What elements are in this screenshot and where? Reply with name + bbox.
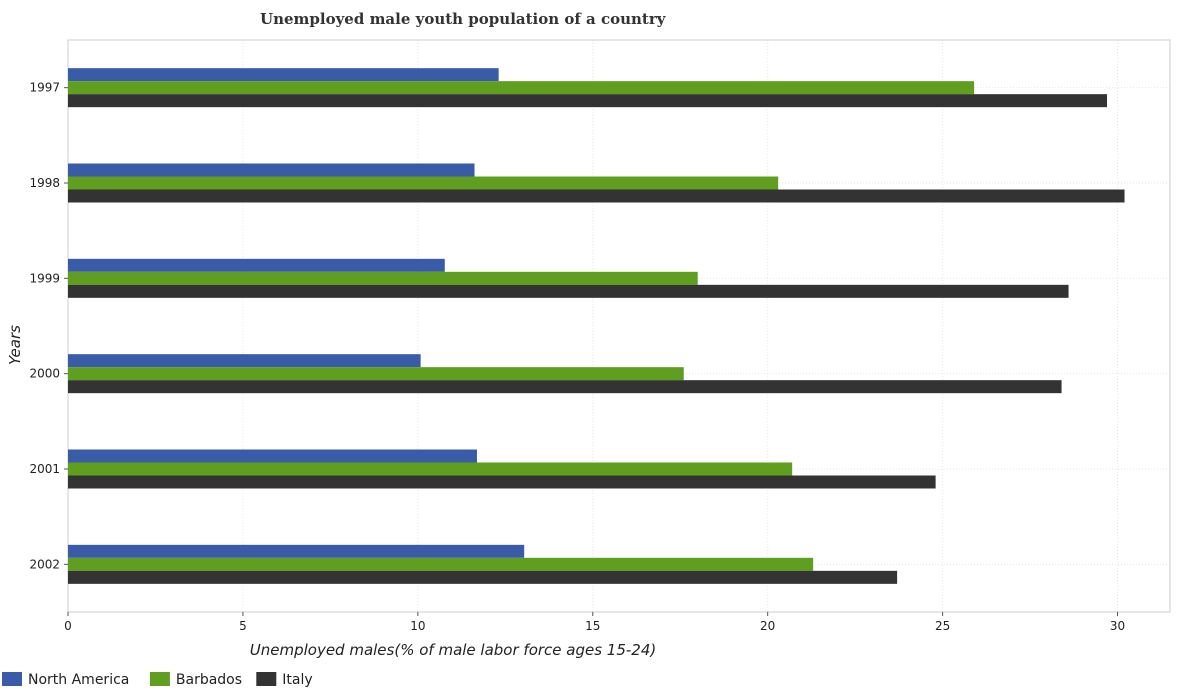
grid bbox=[68, 40, 1170, 612]
legend-swatch bbox=[256, 672, 276, 686]
y-tick-label: 2002 bbox=[29, 557, 60, 571]
bar-north-america-1997 bbox=[68, 68, 499, 81]
bar-barbados-2002 bbox=[68, 558, 813, 571]
x-tick-label: 25 bbox=[935, 619, 950, 633]
bar-north-america-2001 bbox=[68, 450, 477, 463]
x-tick-label: 30 bbox=[1110, 619, 1125, 633]
bar-barbados-2001 bbox=[68, 463, 792, 476]
legend-label: Italy bbox=[282, 672, 312, 688]
x-axis-ticks: 0 5 10 15 20 25 30 bbox=[64, 612, 1125, 633]
bar-italy-2001 bbox=[68, 476, 936, 489]
legend-label: Barbados bbox=[176, 672, 242, 688]
legend-swatch bbox=[2, 672, 22, 686]
y-tick-label: 2001 bbox=[29, 462, 60, 476]
bar-barbados-1998 bbox=[68, 177, 778, 190]
bar-italy-1998 bbox=[68, 190, 1125, 203]
y-tick-label: 2000 bbox=[29, 367, 60, 381]
x-axis-title: Unemployed males(% of male labor force a… bbox=[250, 641, 657, 659]
y-axis-ticks: 1997 1998 1999 2000 2001 2002 bbox=[29, 81, 68, 572]
bars bbox=[68, 68, 1125, 584]
x-tick-label: 20 bbox=[760, 619, 775, 633]
bar-north-america-2000 bbox=[68, 354, 421, 367]
chart-title: Unemployed male youth population of a co… bbox=[260, 10, 667, 28]
bar-north-america-1999 bbox=[68, 259, 445, 272]
y-tick-label: 1998 bbox=[29, 176, 60, 190]
x-tick-label: 15 bbox=[585, 619, 600, 633]
bar-barbados-1999 bbox=[68, 272, 698, 285]
legend: North America Barbados Italy bbox=[2, 672, 313, 688]
bar-italy-2002 bbox=[68, 571, 897, 584]
bar-north-america-1998 bbox=[68, 164, 475, 177]
y-tick-label: 1999 bbox=[29, 271, 60, 285]
bar-italy-1997 bbox=[68, 94, 1107, 107]
legend-label: North America bbox=[28, 672, 129, 688]
bar-north-america-2002 bbox=[68, 545, 524, 558]
bar-barbados-1997 bbox=[68, 81, 974, 94]
bar-italy-1999 bbox=[68, 285, 1069, 298]
bar-barbados-2000 bbox=[68, 367, 684, 380]
x-tick-label: 0 bbox=[64, 619, 72, 633]
x-tick-label: 5 bbox=[239, 619, 247, 633]
legend-swatch bbox=[150, 672, 170, 686]
plot-frame bbox=[68, 40, 1170, 612]
x-tick-label: 10 bbox=[410, 619, 425, 633]
y-tick-label: 1997 bbox=[29, 81, 60, 95]
y-axis-title: Years bbox=[6, 325, 24, 365]
bar-italy-2000 bbox=[68, 380, 1062, 393]
